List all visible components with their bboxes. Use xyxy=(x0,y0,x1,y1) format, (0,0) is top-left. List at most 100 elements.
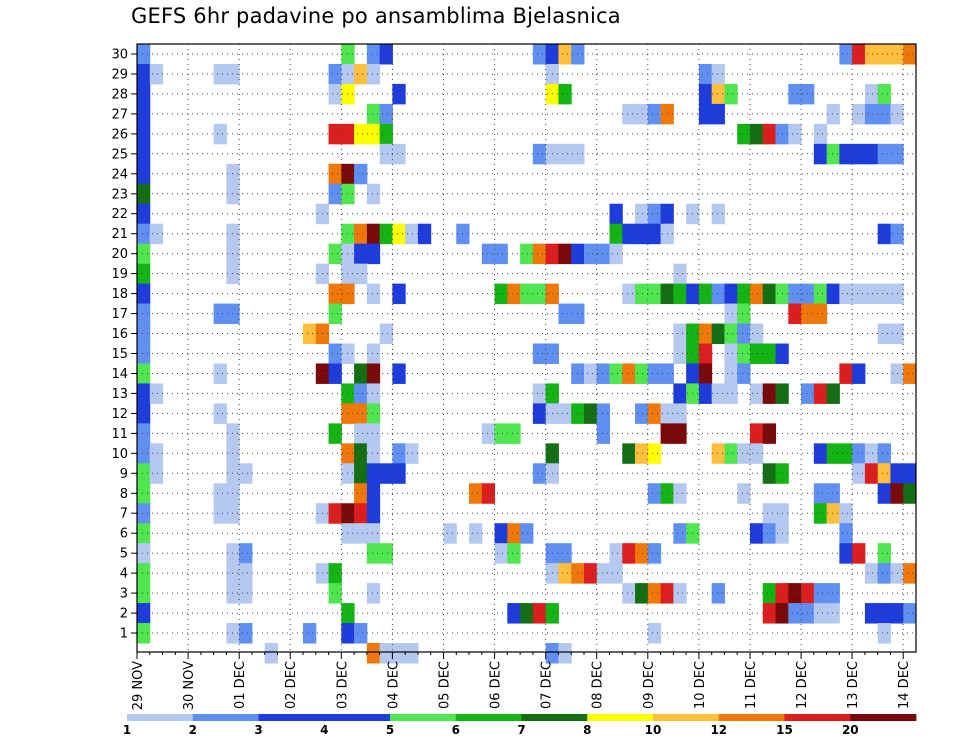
heat-cell xyxy=(226,303,240,325)
heat-cell xyxy=(852,283,866,305)
heat-cell xyxy=(635,203,649,225)
heat-cell xyxy=(366,383,381,404)
y-tick-label: 21 xyxy=(111,227,128,242)
heat-cell xyxy=(711,583,725,604)
heat-cell xyxy=(698,83,713,105)
heat-cell xyxy=(354,623,368,644)
heat-cell xyxy=(813,483,828,504)
heat-cell xyxy=(481,483,496,504)
heat-cell xyxy=(635,403,649,424)
heat-cell xyxy=(724,383,738,404)
legend-swatch xyxy=(521,714,588,721)
heat-cell xyxy=(532,383,547,404)
heat-cell xyxy=(328,583,342,604)
heat-cell xyxy=(852,143,866,165)
heat-cell xyxy=(647,583,662,604)
heat-cell xyxy=(609,223,623,245)
heat-cell xyxy=(532,44,547,65)
heat-cell xyxy=(647,623,662,644)
heat-cell xyxy=(366,643,381,664)
heat-cell xyxy=(137,343,151,364)
heat-cell xyxy=(711,443,725,464)
heat-cell xyxy=(226,623,240,644)
y-tick-label: 19 xyxy=(111,267,128,282)
x-tick-label: 02 DEC xyxy=(284,661,299,709)
heat-cell xyxy=(226,503,240,524)
heat-cell xyxy=(137,543,151,564)
heat-cell xyxy=(507,283,521,305)
y-tick-label: 3 xyxy=(120,587,128,602)
heat-cell xyxy=(379,103,393,125)
heat-cell xyxy=(864,463,879,484)
heat-cell xyxy=(877,83,891,105)
heat-cell xyxy=(826,383,840,404)
heat-cell xyxy=(137,183,151,205)
heat-cell xyxy=(137,563,151,584)
heat-cell xyxy=(213,63,227,85)
heat-cell xyxy=(622,223,636,245)
heat-cell xyxy=(226,223,240,245)
heat-cell xyxy=(813,443,828,464)
legend-label: 3 xyxy=(254,723,262,737)
heat-cell xyxy=(558,403,572,424)
legend-swatch xyxy=(324,714,391,721)
legend-label: 10 xyxy=(645,723,662,737)
heat-cell xyxy=(724,83,738,105)
heat-cell xyxy=(494,283,508,305)
x-tick-label: 12 DEC xyxy=(795,661,810,709)
heat-cell xyxy=(813,303,828,325)
heat-cell xyxy=(354,243,368,265)
heat-cell xyxy=(354,363,368,384)
heat-cell xyxy=(647,363,662,384)
heat-cell xyxy=(583,243,598,265)
legend-swatch xyxy=(390,714,457,721)
heat-cell xyxy=(864,443,879,464)
heat-cell xyxy=(737,283,751,305)
heat-cell xyxy=(647,223,662,245)
heat-cell xyxy=(405,223,419,245)
heat-cell xyxy=(354,443,368,464)
y-tick-label: 15 xyxy=(111,347,128,362)
heat-cell xyxy=(864,563,879,584)
heat-cell xyxy=(545,643,559,664)
heat-cell xyxy=(379,44,393,65)
x-tick-label: 05 DEC xyxy=(438,661,453,709)
heat-cell xyxy=(354,523,368,544)
heat-cell xyxy=(877,323,891,345)
heat-cell xyxy=(149,223,164,245)
heat-cell xyxy=(149,443,164,464)
heat-cell xyxy=(864,143,879,165)
x-tick-label: 29 NOV xyxy=(131,661,146,710)
heat-cell xyxy=(226,183,240,205)
heat-cell xyxy=(354,403,368,424)
y-tick-label: 4 xyxy=(120,567,128,582)
heat-cell xyxy=(826,503,840,524)
heat-cell xyxy=(532,283,547,305)
heat-cell xyxy=(788,603,802,624)
heat-cell xyxy=(762,503,777,524)
heat-cell xyxy=(673,323,687,345)
heat-cell xyxy=(762,603,777,624)
heat-cell xyxy=(673,583,687,604)
legend-label: 8 xyxy=(583,723,591,737)
heat-cell xyxy=(392,463,406,484)
heat-cell xyxy=(137,503,151,524)
heat-cell xyxy=(839,543,853,564)
heat-cell xyxy=(239,563,253,584)
heat-cell xyxy=(749,323,764,345)
heat-cell xyxy=(137,463,151,484)
y-tick-label: 30 xyxy=(111,48,128,63)
heat-cell xyxy=(354,423,368,444)
heat-cell xyxy=(864,283,879,305)
heat-cell xyxy=(520,243,534,265)
heat-cell xyxy=(213,403,227,424)
y-tick-label: 1 xyxy=(120,627,128,642)
heat-cell xyxy=(379,223,393,245)
heat-cell xyxy=(392,83,406,105)
y-tick-label: 29 xyxy=(111,68,128,83)
heat-cell xyxy=(622,103,636,125)
heat-cell xyxy=(137,523,151,544)
heat-cell xyxy=(762,283,777,305)
heat-cell xyxy=(724,283,738,305)
